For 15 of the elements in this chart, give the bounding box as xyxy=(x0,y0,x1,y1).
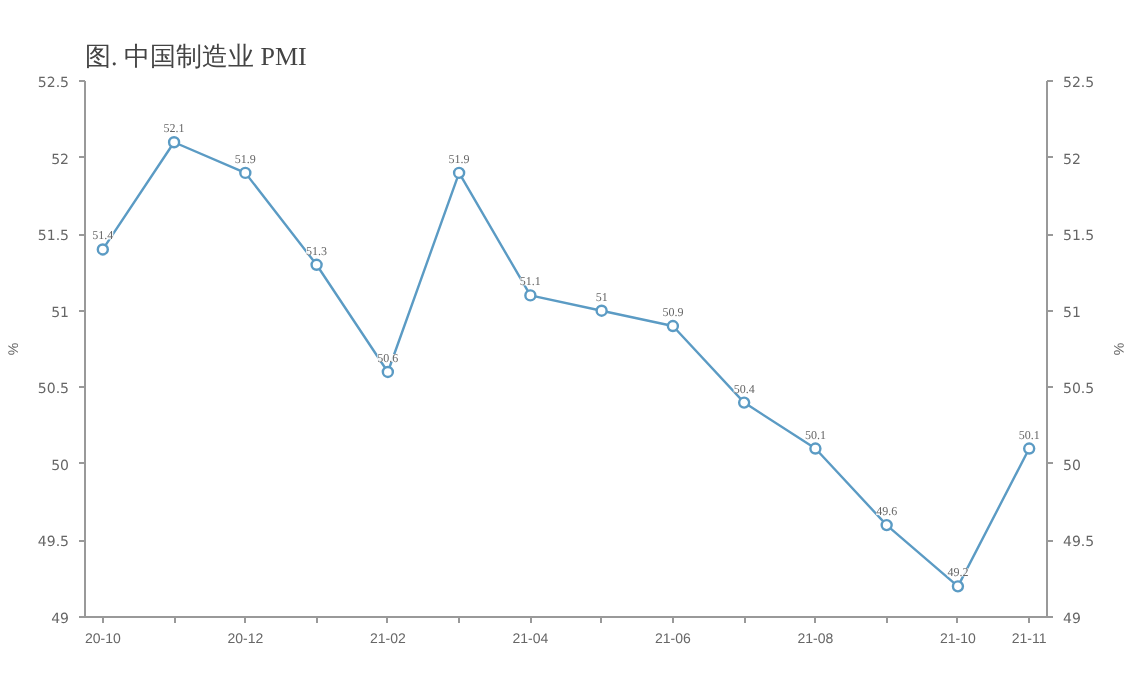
point xyxy=(951,580,965,593)
point xyxy=(666,319,680,333)
point xyxy=(96,243,110,256)
point xyxy=(310,258,323,271)
point xyxy=(239,166,252,180)
chart-title: 图. 中国制造业 PMI xyxy=(85,41,307,71)
point xyxy=(595,304,608,317)
point xyxy=(381,365,395,379)
point xyxy=(880,518,893,532)
point xyxy=(452,166,466,180)
point xyxy=(167,136,181,149)
point xyxy=(524,289,537,302)
point xyxy=(809,442,822,455)
point xyxy=(1022,442,1036,455)
point xyxy=(737,396,751,409)
